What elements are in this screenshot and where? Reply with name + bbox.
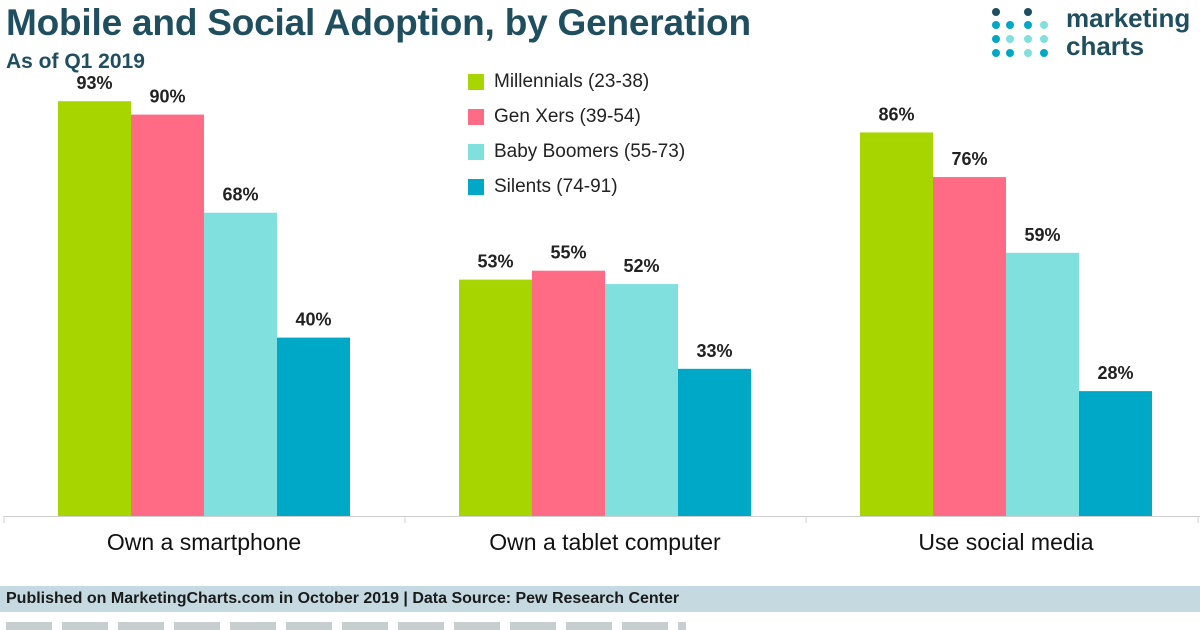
legend-label: Gen Xers (39-54) bbox=[494, 105, 641, 127]
marketingcharts-logo[interactable]: marketing charts bbox=[990, 4, 1200, 62]
legend-label: Silents (74-91) bbox=[494, 175, 618, 197]
bar-chart: 93% 90% 68% 40% Own a smartphone 53% 55% 52% 33%… bbox=[3, 73, 1200, 555]
bar-silents bbox=[277, 337, 350, 516]
data-label: 90% bbox=[149, 87, 185, 107]
bar-genx bbox=[131, 114, 204, 516]
legend-swatch bbox=[468, 178, 484, 195]
bar-boomers bbox=[204, 212, 277, 516]
bar-genx bbox=[532, 270, 605, 516]
data-label: 55% bbox=[550, 243, 586, 263]
bar-genx bbox=[933, 177, 1006, 517]
bar-millennials bbox=[58, 101, 131, 516]
data-label: 40% bbox=[295, 310, 331, 330]
footer-bar: Published on MarketingCharts.com in Octo… bbox=[0, 586, 1200, 612]
logo-text: marketing charts bbox=[1066, 3, 1191, 61]
legend-item-millennials[interactable]: Millennials (23-38) bbox=[468, 64, 685, 99]
chart-legend: Millennials (23-38) Gen Xers (39-54) Bab… bbox=[468, 64, 685, 204]
category-label: Own a smartphone bbox=[107, 529, 301, 555]
category-label: Own a tablet computer bbox=[489, 529, 721, 555]
bar-millennials bbox=[459, 279, 532, 516]
chart-subtitle: As of Q1 2019 bbox=[6, 50, 145, 73]
data-label: 59% bbox=[1024, 225, 1060, 245]
legend-item-genx[interactable]: Gen Xers (39-54) bbox=[468, 99, 685, 134]
bar-boomers bbox=[605, 284, 678, 516]
legend-label: Baby Boomers (55-73) bbox=[494, 140, 686, 162]
data-label: 52% bbox=[623, 256, 659, 276]
legend-swatch bbox=[468, 108, 484, 125]
legend-swatch bbox=[468, 73, 484, 90]
dot-grid-logo-icon bbox=[992, 8, 1048, 57]
bar-boomers bbox=[1006, 252, 1079, 517]
data-label: 76% bbox=[951, 149, 987, 169]
chart-title: Mobile and Social Adoption, by Generatio… bbox=[6, 2, 751, 43]
data-label: 86% bbox=[878, 104, 914, 124]
data-label: 68% bbox=[222, 185, 258, 205]
legend-swatch bbox=[468, 143, 484, 160]
data-label: 53% bbox=[477, 252, 513, 272]
legend-item-boomers[interactable]: Baby Boomers (55-73) bbox=[468, 134, 685, 169]
data-label: 28% bbox=[1097, 363, 1133, 383]
legend-item-silents[interactable]: Silents (74-91) bbox=[468, 169, 685, 204]
data-label: 33% bbox=[696, 341, 732, 361]
data-label: 93% bbox=[76, 73, 112, 93]
legend-label: Millennials (23-38) bbox=[494, 70, 650, 92]
footer-source: Published on MarketingCharts.com in Octo… bbox=[6, 590, 680, 607]
bar-silents bbox=[1079, 391, 1152, 516]
category-label: Use social media bbox=[918, 529, 1093, 555]
footnote-cutoff bbox=[6, 622, 686, 630]
bar-silents bbox=[678, 368, 751, 516]
bar-millennials bbox=[860, 132, 933, 516]
